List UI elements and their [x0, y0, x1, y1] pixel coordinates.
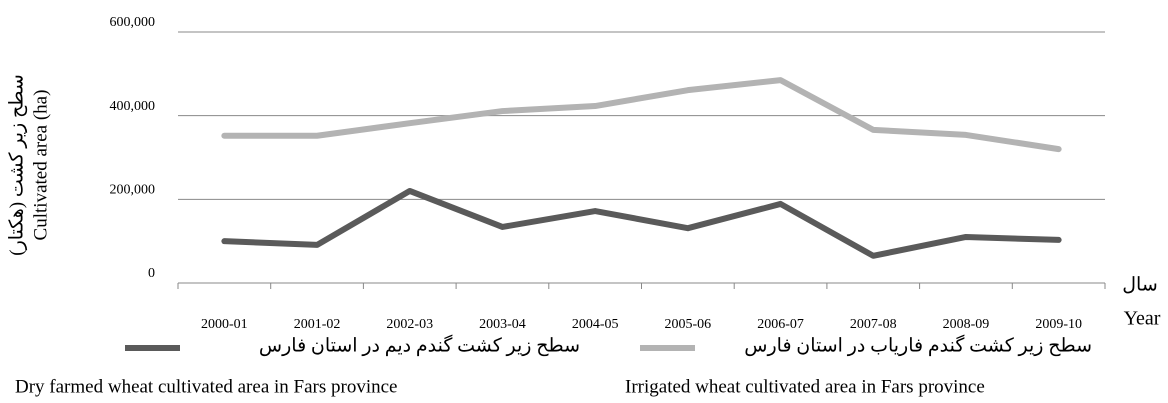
legend-label: Dry farmed wheat cultivated area in Fars…	[15, 376, 397, 397]
y-tick-label: 0	[148, 266, 155, 281]
series-line	[221, 187, 1062, 259]
y-tick-label: 400,000	[110, 99, 156, 114]
x-axis-label: Year	[1124, 308, 1161, 330]
x-tick-label: 2008-09	[943, 317, 990, 332]
x-tick-label: 2005-06	[665, 317, 712, 332]
y-label-fa-group: سطح زیر کشت (هکتار)	[6, 74, 27, 255]
y-axis-label: Cultivated area (ha)	[30, 90, 51, 241]
x-tick-label: 2003-04	[479, 317, 526, 332]
x-tick-label: 2007-08	[850, 317, 897, 332]
legend-label-fa: سطح زیر کشت گندم دیم در استان فارس	[259, 333, 580, 356]
x-tick-label: 2001-02	[294, 317, 341, 332]
x-tick-label: 2000-01	[201, 317, 248, 332]
legend-label-fa: سطح زیر کشت گندم فاریاب در استان فارس	[744, 333, 1092, 356]
series-line	[221, 77, 1062, 153]
x-tick-label: 2002-03	[386, 317, 433, 332]
x-axis-label-fa: سال	[1122, 274, 1158, 295]
y-label-group: Cultivated area (ha)	[30, 90, 51, 241]
legend-label: Irrigated wheat cultivated area in Fars …	[625, 376, 985, 397]
y-tick-label: 200,000	[110, 183, 156, 198]
y-axis-label-fa: سطح زیر کشت (هکتار)	[6, 74, 27, 255]
x-tick-label: 2006-07	[757, 317, 804, 332]
x-tick-label: 2004-05	[572, 317, 619, 332]
x-tick-label: 2009-10	[1035, 317, 1082, 332]
y-tick-label: 600,000	[110, 15, 156, 30]
